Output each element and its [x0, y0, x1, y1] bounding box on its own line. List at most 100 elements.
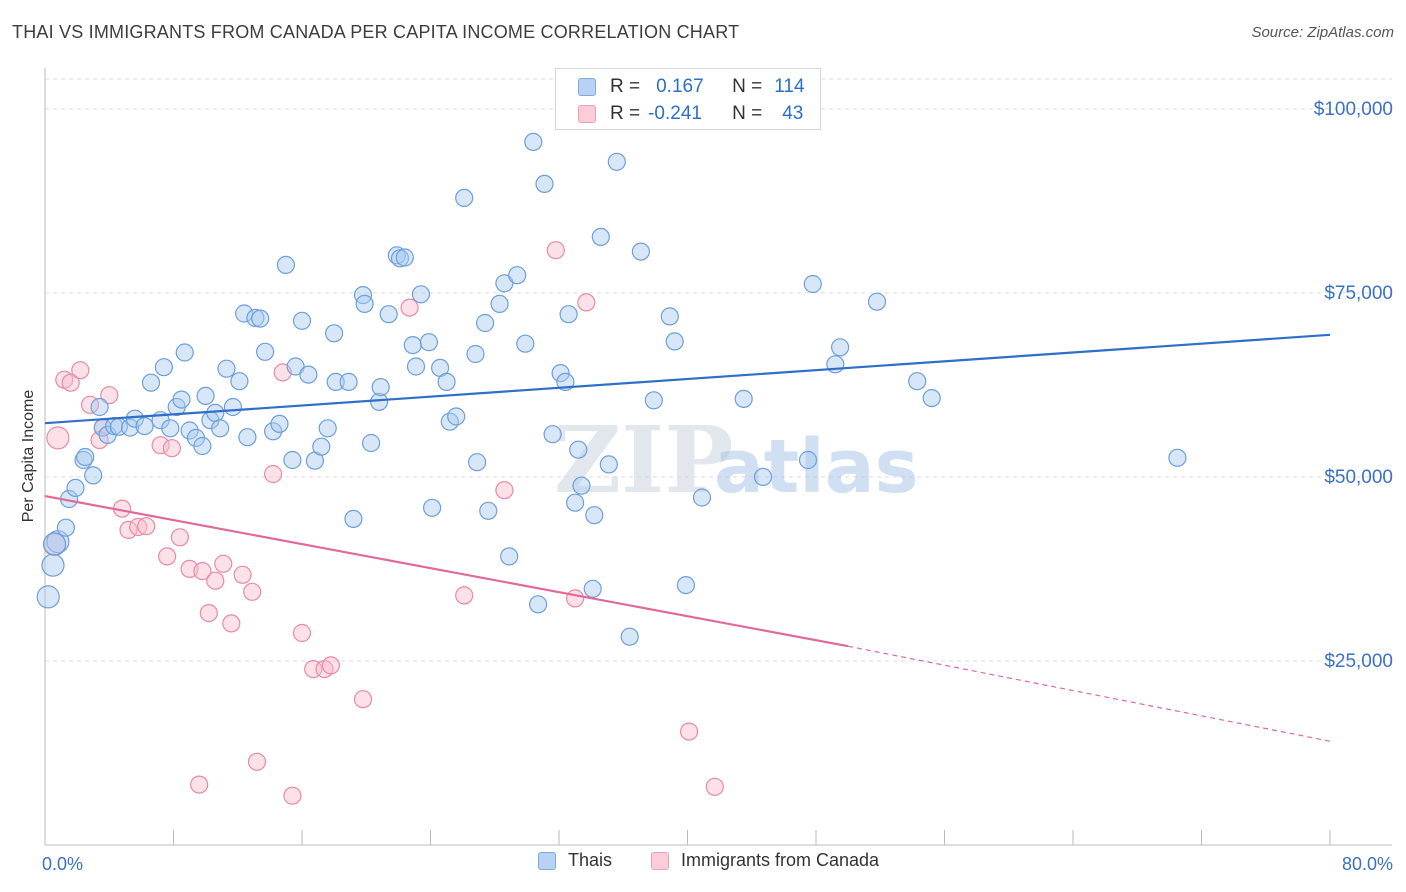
thai-point-44 [292, 311, 312, 330]
thai-point-7 [76, 447, 95, 467]
thai-point-103 [734, 389, 753, 408]
canada-point-1 [46, 426, 70, 450]
canada-point-12 [137, 517, 156, 536]
canada-point-40 [577, 293, 596, 312]
canada-point-21 [206, 571, 225, 590]
canada-point-24 [233, 565, 252, 584]
thai-point-31 [217, 359, 236, 378]
thai-point-1 [41, 553, 65, 577]
thai-point-55 [362, 433, 381, 453]
canada-point-15 [162, 439, 181, 458]
canada-point-36 [455, 586, 474, 605]
canada-point-3 [61, 373, 80, 392]
thai-point-70 [447, 407, 466, 426]
thai-point-79 [508, 266, 527, 285]
thai-point-40 [270, 414, 289, 433]
legend-label-thais: Thais [568, 850, 613, 870]
thai-point-0 [36, 585, 60, 609]
watermark-atlas: atlas [714, 424, 919, 510]
thai-point-43 [286, 357, 305, 376]
thai-point-112 [1168, 448, 1187, 467]
thai-point-78 [500, 547, 519, 566]
thai-point-32 [223, 397, 242, 417]
canada-point-38 [546, 241, 565, 260]
thai-point-91 [585, 506, 604, 525]
thai-point-96 [620, 627, 639, 646]
thai-point-71 [455, 188, 474, 207]
thai-point-80 [516, 334, 535, 353]
thai-point-42 [283, 450, 302, 470]
correlation-row-thai: R = 0.167 N = 114 [578, 76, 805, 98]
thai-point-3 [56, 518, 76, 537]
thai-point-94 [599, 455, 618, 474]
trend-lines [44, 333, 1331, 742]
canada-point-35 [400, 298, 419, 317]
y-tick-label-0: $25,000 [1324, 651, 1393, 672]
thai-point-49 [325, 324, 344, 343]
thai-point-82 [528, 595, 548, 614]
thai-trend-line [44, 333, 1331, 425]
thai-point-105 [798, 450, 818, 470]
thai-points [36, 132, 1187, 646]
canada-point-13 [151, 436, 170, 455]
canada-point-16 [170, 528, 189, 547]
thai-point-54 [355, 294, 374, 313]
thai-point-102 [692, 488, 712, 507]
x-tick-label-min: 0.0% [42, 854, 83, 874]
thai-point-83 [535, 174, 554, 193]
axes [44, 68, 1392, 846]
thai-point-81 [524, 132, 543, 151]
r-value: 0.167 [656, 76, 704, 97]
thai-point-106 [803, 274, 822, 294]
thai-point-37 [251, 309, 270, 328]
canada-swatch [578, 105, 596, 123]
thai-point-9 [90, 397, 109, 417]
canada-point-22 [214, 554, 233, 573]
thai-point-20 [161, 419, 180, 438]
thai-point-63 [406, 357, 426, 376]
thai-point-6 [74, 450, 93, 470]
thai-point-58 [379, 305, 398, 324]
thai-point-109 [867, 292, 887, 311]
thai-point-65 [419, 333, 438, 352]
n-label: N = [732, 76, 763, 97]
r-label: R = [610, 103, 641, 124]
canada-point-26 [247, 752, 267, 771]
thai-point-51 [339, 372, 358, 391]
watermark-zip: ZIP [554, 406, 733, 514]
thai-point-48 [318, 419, 337, 438]
thai-point-47 [312, 437, 331, 456]
chart-title: THAI VS IMMIGRANTS FROM CANADA PER CAPIT… [12, 22, 740, 42]
thai-point-101 [676, 575, 696, 595]
thai-point-98 [644, 391, 663, 410]
thai-point-77 [495, 274, 514, 293]
thai-point-104 [753, 467, 773, 486]
canada-trend-line [44, 494, 849, 648]
x-tick-label-max: 80.0% [1342, 854, 1393, 874]
thai-point-88 [565, 493, 585, 512]
thai-point-33 [230, 372, 249, 391]
tick-labels: $25,000 $50,000 $75,000 $100,000 0.0% 80.0% [42, 99, 1393, 874]
thai-point-22 [172, 390, 191, 409]
thais-swatch [538, 851, 556, 870]
thai-point-66 [423, 498, 442, 517]
legend-label-canada: Immigrants from Canada [681, 850, 880, 870]
thai-point-100 [665, 332, 684, 351]
canada-point-20 [199, 603, 218, 623]
thai-point-93 [583, 579, 602, 598]
thai-point-62 [403, 336, 422, 355]
canada-point-30 [292, 623, 312, 643]
thai-point-24 [180, 421, 199, 440]
canada-point-7 [100, 386, 119, 405]
thai-point-27 [196, 386, 215, 405]
thai-point-26 [193, 436, 212, 456]
thai-point-74 [476, 313, 495, 333]
watermark: ZIP atlas [554, 406, 919, 514]
thai-point-50 [326, 372, 345, 391]
thai-point-35 [238, 428, 257, 447]
canada-point-34 [353, 690, 373, 709]
thai-point-72 [466, 344, 485, 364]
thai-point-5 [66, 478, 85, 497]
source-label: Source: ZipAtlas.com [1251, 24, 1394, 41]
